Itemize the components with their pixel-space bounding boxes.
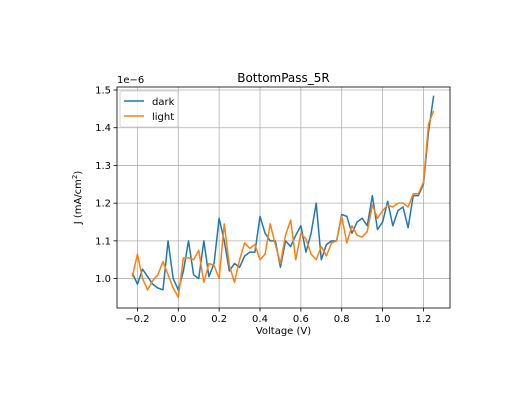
plot-frame <box>116 86 451 309</box>
y-tick-label: 1.2 <box>95 199 111 210</box>
x-tick-label: 0.6 <box>293 314 309 325</box>
x-tick-label: 1.2 <box>415 314 431 325</box>
legend: dark light <box>119 90 179 128</box>
legend-label-dark: dark <box>152 97 175 108</box>
x-tick-label: 1.0 <box>375 314 391 325</box>
x-axis-label: Voltage (V) <box>256 326 311 337</box>
y-tick-label: 1.3 <box>95 161 111 172</box>
series-lines <box>131 95 435 299</box>
y-axis-label-end: ) <box>73 171 84 175</box>
x-tick-label: 0.4 <box>252 314 268 325</box>
y-tick-label: 1.0 <box>95 274 111 285</box>
x-tick-label: 0.8 <box>334 314 350 325</box>
y-axis-ticks: 1.0 1.1 1.2 1.3 1.4 1.5 <box>95 86 117 285</box>
series-line-light <box>131 110 435 299</box>
y-axis-label-main: J (mA/cm <box>73 179 84 225</box>
series-line-dark <box>131 95 435 291</box>
x-tick-label: −0.2 <box>125 314 149 325</box>
x-tick-label: 0.0 <box>170 314 186 325</box>
legend-box <box>119 90 179 128</box>
legend-label-light: light <box>152 112 174 123</box>
x-tick-label: 0.2 <box>211 314 227 325</box>
y-offset-text: 1e−6 <box>117 75 144 86</box>
y-tick-label: 1.5 <box>95 86 111 97</box>
y-axis-label: J (mA/cm2) <box>71 171 84 226</box>
chart-title: BottomPass_5R <box>237 71 330 85</box>
grid-lines <box>117 87 450 308</box>
y-axis-label-sup: 2 <box>71 175 79 179</box>
y-tick-label: 1.4 <box>95 123 111 134</box>
y-tick-label: 1.1 <box>95 236 111 247</box>
x-axis-ticks: −0.2 0.0 0.2 0.4 0.6 0.8 1.0 1.2 <box>125 308 431 325</box>
